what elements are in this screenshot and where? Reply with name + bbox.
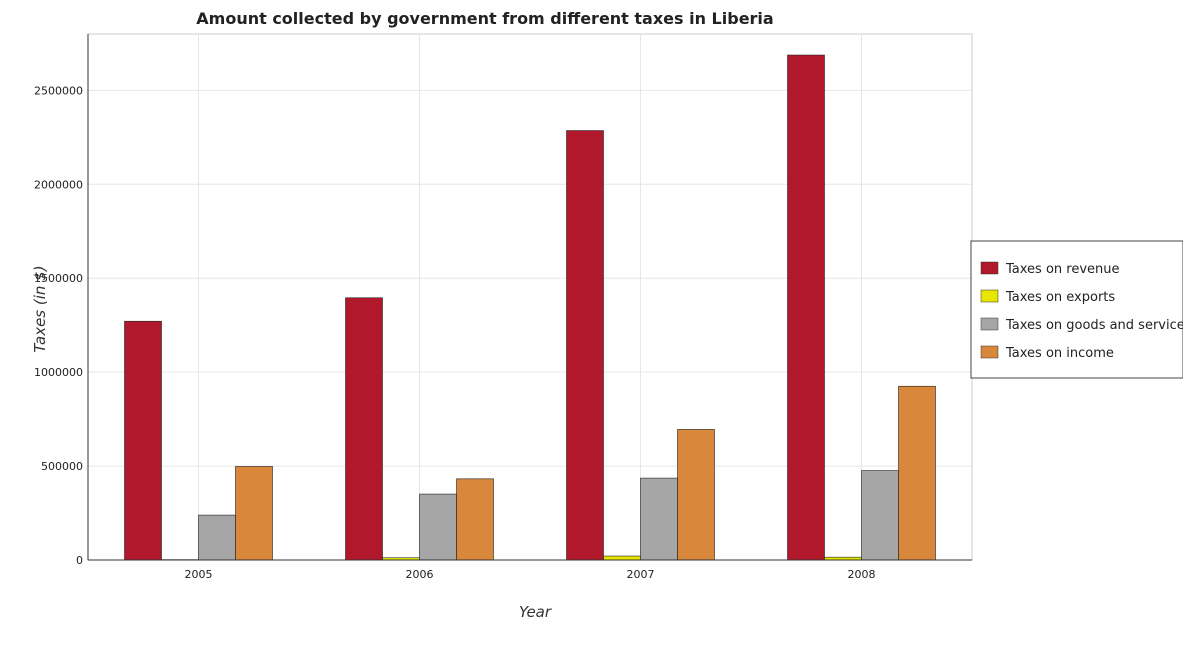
bar-taxes-on-goods-and-services-2006 <box>419 493 457 561</box>
x-tick-label: 2005 <box>185 568 213 581</box>
x-axis-title: Year <box>519 603 552 621</box>
y-tick-label: 1500000 <box>34 272 83 285</box>
bar-taxes-on-revenue-2006 <box>345 297 383 561</box>
y-axis-title: Taxes (in $) <box>31 265 49 352</box>
bar-taxes-on-goods-and-services-2005 <box>198 514 236 561</box>
x-tick-label: 2006 <box>406 568 434 581</box>
bar-taxes-on-revenue-2005 <box>124 320 162 561</box>
bar-taxes-on-exports-2007 <box>603 555 641 561</box>
bar-taxes-on-income-2008 <box>898 385 936 561</box>
legend: Taxes on revenue Taxes on exports Taxes on… <box>970 240 1183 379</box>
legend-swatch <box>980 345 999 359</box>
y-tick-label: 500000 <box>41 460 83 473</box>
bar-taxes-on-income-2007 <box>677 429 715 561</box>
y-tick-label: 0 <box>76 554 83 567</box>
y-axis: 0 500000 1000000 1500000 2000000 2500000 <box>34 84 83 567</box>
y-tick-label: 1000000 <box>34 366 83 379</box>
legend-swatch <box>980 317 999 331</box>
legend-box <box>970 240 1183 379</box>
legend-entry: Taxes on exports <box>1005 290 1115 305</box>
x-axis: 2005 2006 2007 2008 <box>185 568 876 581</box>
y-tick-label: 2000000 <box>34 178 83 191</box>
chart-title: Amount collected by government from diff… <box>196 9 773 28</box>
plot-frame <box>87 33 973 561</box>
legend-entry: Taxes on revenue <box>1005 262 1120 277</box>
bar-taxes-on-revenue-2007 <box>566 130 604 561</box>
bar-taxes-on-income-2006 <box>456 478 494 561</box>
legend-entry: Taxes on goods and services <box>1005 318 1183 333</box>
y-tick-label: 2500000 <box>34 84 83 97</box>
bar-taxes-on-income-2005 <box>235 466 273 561</box>
legend-swatch <box>980 289 999 303</box>
bar-taxes-on-revenue-2008 <box>787 54 825 561</box>
legend-entry: Taxes on income <box>1005 346 1114 361</box>
plot-area <box>87 33 973 561</box>
bar-taxes-on-goods-and-services-2008 <box>861 470 899 561</box>
legend-swatch <box>980 261 999 275</box>
x-tick-label: 2007 <box>627 568 655 581</box>
x-tick-label: 2008 <box>848 568 876 581</box>
bar-taxes-on-goods-and-services-2007 <box>640 477 678 561</box>
